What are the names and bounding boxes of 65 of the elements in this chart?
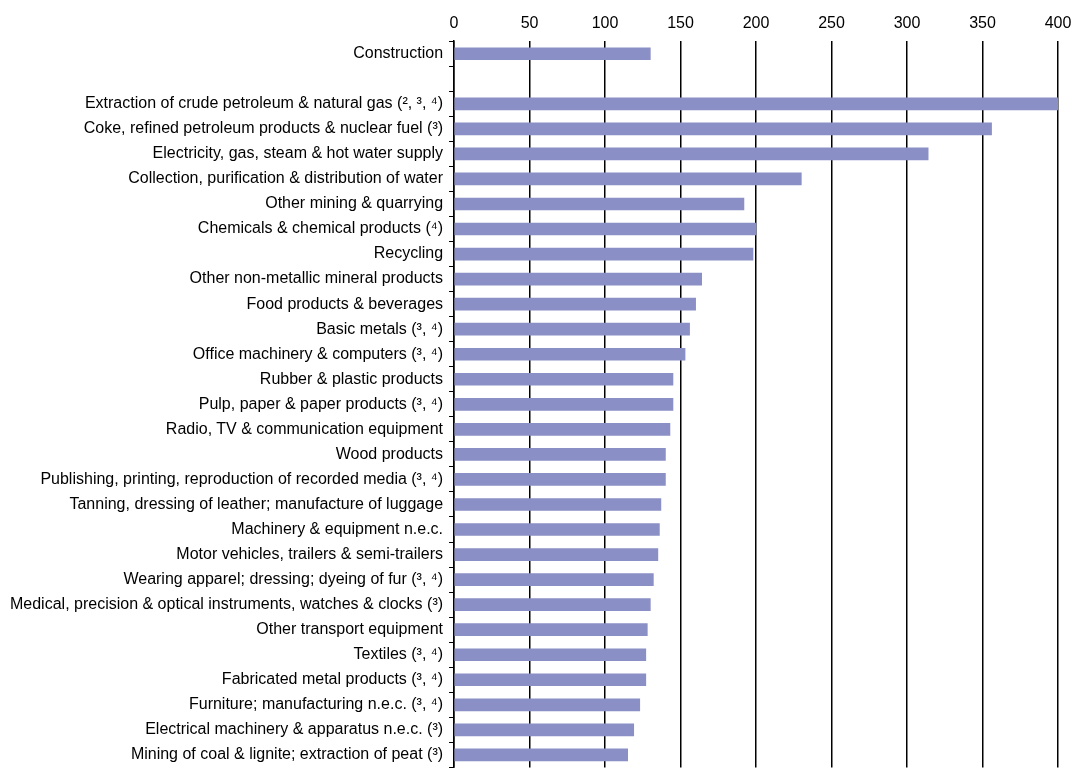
x-tick-label: 50	[520, 14, 539, 32]
bar	[454, 498, 662, 511]
bar	[454, 523, 660, 536]
y-tick-label: Wearing apparel; dressing; dyeing of fur (³, ⁴)	[123, 570, 444, 587]
bar	[454, 548, 659, 561]
bar	[454, 698, 641, 712]
bar	[454, 372, 674, 386]
bar	[454, 247, 754, 261]
y-tick-label: Tanning, dressing of leather; manufacture of luggage	[69, 494, 444, 512]
y-tick-label: Radio, TV & communication equipment	[165, 419, 444, 437]
x-tick-label: 250	[818, 14, 845, 32]
y-tick-label: Pulp, paper & paper products (³, ⁴)	[198, 394, 444, 412]
y-tick-label: Mining of coal & lignite; extraction of peat (³)	[130, 745, 444, 763]
bar	[454, 297, 696, 311]
y-tick-label: Coke, refined petroleum products & nuclear fuel (³)	[83, 119, 444, 137]
x-tick-label: 150	[667, 14, 694, 32]
y-tick-label: Publishing, printing, reproduction of recorded media (³, ⁴)	[40, 469, 444, 487]
bar	[454, 448, 666, 461]
y-tick-label: Office machinery & computers (³, ⁴)	[192, 344, 444, 362]
bar	[454, 147, 929, 161]
bar	[454, 197, 745, 211]
bar	[454, 172, 802, 186]
y-tick-label: Construction	[353, 44, 444, 62]
y-tick-label: Food products & beverages	[246, 294, 444, 312]
y-tick-label: Collection, purification & distribution of water	[128, 169, 444, 187]
bar	[454, 397, 674, 411]
bar	[454, 598, 651, 611]
y-tick-label: Machinery & equipment n.e.c.	[231, 519, 444, 537]
x-tick-label: 100	[591, 14, 619, 32]
x-tick-label: 0	[449, 14, 459, 32]
y-tick-label: Other non-metallic mineral products	[189, 269, 444, 287]
bar	[454, 272, 702, 286]
y-tick-label: Extraction of crude petroleum & natural gas (², ³, ⁴)	[84, 94, 444, 112]
x-tick-label: 350	[969, 14, 996, 32]
y-tick-label: Other mining & quarrying	[265, 194, 444, 212]
bar	[454, 347, 686, 361]
bar	[454, 322, 690, 336]
bar	[454, 473, 666, 486]
bar	[454, 673, 647, 687]
bar	[454, 623, 648, 636]
y-tick-label: Fabricated metal products (³, ⁴)	[221, 670, 444, 688]
y-tick-label: Furniture; manufacturing n.e.c. (³, ⁴)	[188, 695, 444, 713]
bar	[454, 723, 635, 737]
y-tick-label: Other transport equipment	[256, 620, 444, 638]
y-tick-label: Basic metals (³, ⁴)	[316, 319, 444, 337]
y-tick-label: Wood products	[335, 444, 444, 462]
y-tick-label: Electrical machinery & apparatus n.e.c. (³)	[145, 720, 444, 738]
y-tick-label: Electricity, gas, steam & hot water supply	[152, 144, 444, 162]
y-tick-label: Recycling	[373, 244, 444, 262]
y-tick-label: Rubber & plastic products	[259, 369, 444, 387]
bar	[454, 222, 757, 236]
bar	[454, 423, 671, 436]
y-tick-label: Medical, precision & optical instruments, watches & clocks (³)	[9, 595, 444, 613]
y-tick-label: Chemicals & chemical products (⁴)	[197, 219, 444, 237]
y-tick-label: Motor vehicles, trailers & semi-trailers	[176, 544, 444, 562]
bar	[454, 648, 647, 662]
x-tick-label: 200	[742, 14, 770, 32]
bar	[454, 748, 629, 762]
bar	[454, 122, 992, 136]
bar	[454, 97, 1058, 111]
bar	[454, 573, 654, 586]
x-tick-label: 400	[1044, 14, 1072, 32]
bar	[454, 47, 651, 61]
y-tick-label: Textiles (³, ⁴)	[353, 645, 444, 663]
x-tick-label: 300	[893, 14, 921, 32]
